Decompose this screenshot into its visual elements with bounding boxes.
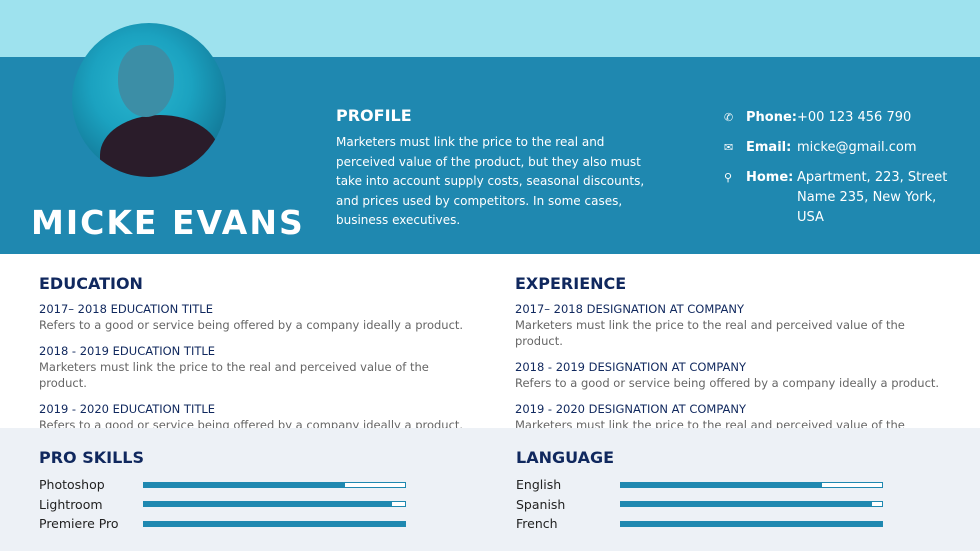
- phone-icon: ✆: [724, 111, 734, 124]
- item-desc: Marketers must link the price to the rea…: [39, 360, 429, 390]
- skill-row: Lightroom: [39, 495, 406, 515]
- item-title: 2018 - 2019 EDUCATION TITLE: [39, 344, 216, 358]
- contact-phone: ✆ Phone: +00 123 456 790: [724, 108, 967, 128]
- skill-bar-fill: [144, 482, 345, 487]
- item-desc: Refers to a good or service being offere…: [515, 376, 940, 390]
- skill-row: Photoshop: [39, 475, 406, 495]
- skill-bar: [143, 520, 406, 527]
- item-title: 2017– 2018 EDUCATION TITLE: [39, 302, 213, 316]
- skill-name: French: [516, 516, 558, 532]
- skill-row: English: [516, 475, 883, 495]
- skill-bar: [620, 520, 883, 527]
- skill-name: Photoshop: [39, 477, 105, 493]
- skill-name: English: [516, 477, 562, 493]
- contact-label: Home:: [746, 170, 794, 185]
- skill-name: Spanish: [516, 496, 566, 512]
- skill-row: French: [516, 514, 883, 534]
- skill-bar: [620, 501, 883, 508]
- profile-text: Marketers must link the price to the rea…: [336, 135, 645, 227]
- list-item: 2018 - 2019 DESIGNATION AT COMPANY Refers…: [515, 359, 955, 391]
- contact-value: Apartment, 223, Street Name 235, New Yor…: [797, 170, 948, 225]
- item-title: 2018 - 2019 DESIGNATION AT COMPANY: [515, 360, 747, 374]
- skill-bar: [143, 501, 406, 508]
- experience-title: EXPERIENCE: [515, 274, 627, 293]
- item-title: 2019 - 2020 DESIGNATION AT COMPANY: [515, 402, 747, 416]
- contact-label: Phone:: [746, 110, 797, 125]
- language-title: LANGUAGE: [516, 448, 615, 467]
- contact-label: Email:: [746, 140, 792, 155]
- skill-name: Lightroom: [39, 496, 103, 512]
- item-desc: Marketers must link the price to the rea…: [515, 318, 905, 348]
- list-item: 2018 - 2019 EDUCATION TITLE Marketers mus…: [39, 343, 479, 391]
- list-item: 2017– 2018 DESIGNATION AT COMPANY Markete…: [515, 301, 955, 349]
- item-title: 2019 - 2020 EDUCATION TITLE: [39, 402, 216, 416]
- skill-bar: [143, 481, 406, 488]
- skill-bar-fill: [621, 482, 822, 487]
- skill-bar: [620, 481, 883, 488]
- skills-title: PRO SKILLS: [39, 448, 145, 467]
- contact-info: ✆ Phone: +00 123 456 790 ✉ Email: micke@gmai…: [724, 108, 967, 238]
- location-pin-icon: ⚲: [724, 171, 733, 184]
- skill-bar-fill: [621, 502, 872, 507]
- item-title: 2017– 2018 DESIGNATION AT COMPANY: [515, 302, 744, 316]
- contact-value: micke@gmail.com: [797, 140, 917, 155]
- email-icon: ✉: [724, 141, 734, 154]
- item-desc: Refers to a good or service being offere…: [39, 318, 464, 332]
- list-item: 2017– 2018 EDUCATION TITLE Refers to a go…: [39, 301, 479, 333]
- profile-title: PROFILE: [336, 106, 412, 125]
- skill-bar-fill: [621, 521, 882, 526]
- skills-panel: [0, 428, 980, 551]
- education-section: EDUCATION 2017– 2018 EDUCATION TITLE Refe…: [39, 274, 479, 443]
- skill-row: Spanish: [516, 495, 883, 515]
- education-title: EDUCATION: [39, 274, 143, 293]
- skills-section: PRO SKILLS Photoshop Lightroom Premiere Pr…: [39, 448, 406, 534]
- skill-bar-fill: [144, 502, 392, 507]
- skill-row: Premiere Pro: [39, 514, 406, 534]
- profile-photo: [72, 23, 226, 177]
- person-name: MICKE EVANS: [31, 203, 305, 242]
- contact-home: ⚲ Home: Apartment, 223, Street Name 235, N…: [724, 168, 967, 228]
- language-section: LANGUAGE English Spanish French: [516, 448, 883, 534]
- contact-value: +00 123 456 790: [797, 110, 912, 125]
- contact-email: ✉ Email: micke@gmail.com: [724, 138, 967, 158]
- skill-bar-fill: [144, 521, 405, 526]
- skill-name: Premiere Pro: [39, 516, 119, 532]
